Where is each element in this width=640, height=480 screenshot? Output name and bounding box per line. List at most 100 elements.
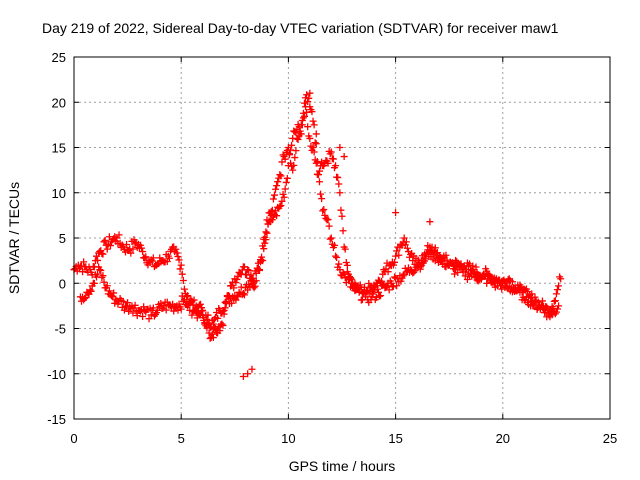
data-point xyxy=(78,262,86,270)
data-point xyxy=(426,218,434,226)
data-point xyxy=(274,178,282,186)
data-point xyxy=(205,329,213,337)
data-point xyxy=(184,292,192,300)
data-point xyxy=(276,202,284,210)
data-point xyxy=(100,278,108,286)
data-point xyxy=(303,108,311,116)
y-tick-label: -5 xyxy=(54,322,66,337)
data-point xyxy=(218,320,226,328)
data-point xyxy=(519,286,527,294)
data-point xyxy=(311,156,319,164)
data-point xyxy=(87,287,95,295)
x-axis-label: GPS time / hours xyxy=(289,458,396,474)
data-point xyxy=(263,229,271,237)
y-tick-label: -15 xyxy=(47,412,66,427)
data-point xyxy=(551,310,559,318)
data-point xyxy=(440,252,448,260)
data-point xyxy=(332,162,340,170)
data-point xyxy=(502,279,510,287)
data-point xyxy=(319,207,327,215)
data-point xyxy=(149,254,157,262)
data-point xyxy=(302,103,310,111)
data-point xyxy=(196,300,204,308)
data-point xyxy=(110,289,118,297)
data-point xyxy=(439,257,447,265)
data-point xyxy=(498,285,506,293)
data-point xyxy=(557,275,565,283)
data-point xyxy=(284,144,292,151)
data-point xyxy=(529,297,537,305)
x-tick-label: 10 xyxy=(281,431,295,446)
data-point xyxy=(377,292,385,300)
data-point xyxy=(176,265,184,273)
data-point xyxy=(526,291,534,299)
data-point xyxy=(299,114,307,122)
data-point xyxy=(470,269,478,277)
data-point xyxy=(160,302,168,310)
y-tick-label: 25 xyxy=(52,50,66,65)
data-point xyxy=(124,299,132,307)
data-point xyxy=(142,253,150,261)
data-point xyxy=(312,140,320,148)
data-point xyxy=(273,182,281,190)
data-point xyxy=(553,286,561,294)
data-point xyxy=(555,282,563,290)
data-point xyxy=(430,246,438,254)
data-point xyxy=(555,302,563,310)
y-tick-label: 20 xyxy=(52,95,66,110)
data-point xyxy=(165,254,173,262)
data-point xyxy=(265,217,273,225)
data-point xyxy=(395,251,403,259)
data-point xyxy=(162,306,170,314)
data-point xyxy=(80,258,88,266)
data-point xyxy=(280,193,288,201)
data-point xyxy=(240,291,248,299)
data-point xyxy=(303,91,311,99)
data-point xyxy=(219,321,227,329)
data-point xyxy=(262,228,270,236)
data-point xyxy=(454,269,462,277)
data-point xyxy=(177,305,185,313)
data-point xyxy=(283,174,291,182)
data-point xyxy=(199,306,207,314)
data-point xyxy=(115,231,123,239)
data-point xyxy=(305,94,313,102)
data-point xyxy=(348,275,356,283)
data-point xyxy=(393,282,401,290)
data-point xyxy=(318,158,326,166)
data-point xyxy=(308,108,316,116)
data-point xyxy=(203,324,211,332)
data-point xyxy=(295,132,303,140)
data-point xyxy=(416,265,424,273)
tick-labels-layer: 0 5 10 15 20 25 -15 -10 -5 0 5 10 15 20 25 xyxy=(47,50,617,446)
data-point xyxy=(285,151,293,159)
data-point xyxy=(189,301,197,309)
data-point xyxy=(343,261,351,269)
data-point xyxy=(257,258,265,266)
data-point xyxy=(246,274,254,282)
data-point xyxy=(304,98,312,106)
data-point xyxy=(310,121,318,129)
data-point xyxy=(306,89,314,97)
data-point xyxy=(222,299,230,307)
data-point xyxy=(119,297,127,305)
data-point xyxy=(312,130,320,138)
data-point xyxy=(237,283,245,291)
data-point xyxy=(103,245,111,253)
data-point xyxy=(309,117,317,125)
data-point xyxy=(367,282,375,290)
data-point xyxy=(233,275,241,283)
data-point xyxy=(325,222,333,230)
data-point xyxy=(277,202,285,210)
data-point xyxy=(277,172,285,180)
y-tick-label: 10 xyxy=(52,186,66,201)
data-point xyxy=(255,267,263,275)
data-point xyxy=(393,247,401,255)
data-point xyxy=(139,248,147,256)
data-point xyxy=(290,161,298,169)
data-point xyxy=(268,206,276,214)
data-point xyxy=(392,252,400,260)
data-point xyxy=(327,148,335,156)
data-point xyxy=(244,370,252,378)
data-point xyxy=(177,261,185,269)
